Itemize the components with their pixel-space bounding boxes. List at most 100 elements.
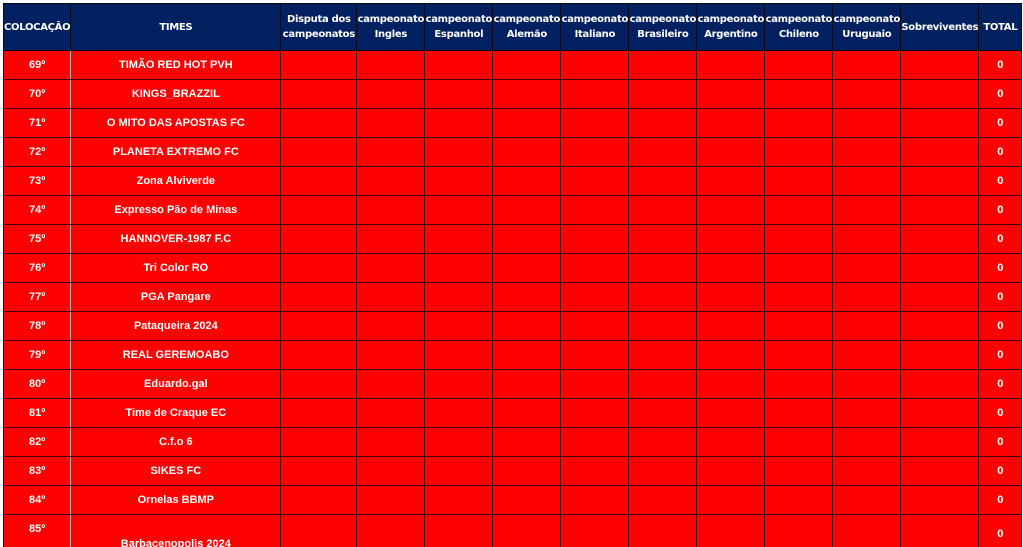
- score-cell[interactable]: [628, 137, 698, 167]
- score-cell[interactable]: [560, 50, 630, 80]
- position-cell[interactable]: 82º: [2, 427, 72, 457]
- score-cell[interactable]: [356, 456, 426, 486]
- score-cell[interactable]: [764, 137, 834, 167]
- score-cell[interactable]: [424, 282, 494, 312]
- team-cell[interactable]: HANNOVER-1987 F.C: [70, 224, 282, 254]
- total-cell[interactable]: 0: [978, 311, 1023, 341]
- score-cell[interactable]: [696, 108, 766, 138]
- score-cell[interactable]: [696, 253, 766, 283]
- score-cell[interactable]: [900, 50, 980, 80]
- position-cell[interactable]: 79º: [2, 340, 72, 370]
- score-cell[interactable]: [628, 253, 698, 283]
- score-cell[interactable]: [280, 456, 358, 486]
- score-cell[interactable]: [280, 50, 358, 80]
- score-cell[interactable]: [560, 427, 630, 457]
- score-cell[interactable]: [424, 108, 494, 138]
- score-cell[interactable]: [280, 427, 358, 457]
- score-cell[interactable]: [764, 311, 834, 341]
- score-cell[interactable]: [832, 311, 902, 341]
- column-header[interactable]: Sobreviventes: [900, 3, 980, 51]
- score-cell[interactable]: [424, 456, 494, 486]
- column-header[interactable]: TOTAL: [978, 3, 1023, 51]
- score-cell[interactable]: [560, 137, 630, 167]
- position-cell[interactable]: 70º: [2, 79, 72, 109]
- score-cell[interactable]: [628, 108, 698, 138]
- score-cell[interactable]: [280, 166, 358, 196]
- score-cell[interactable]: [696, 166, 766, 196]
- score-cell[interactable]: [356, 485, 426, 515]
- score-cell[interactable]: [900, 340, 980, 370]
- column-header[interactable]: TIMES: [70, 3, 282, 51]
- score-cell[interactable]: [356, 514, 426, 547]
- score-cell[interactable]: [832, 137, 902, 167]
- score-cell[interactable]: [280, 369, 358, 399]
- score-cell[interactable]: [280, 137, 358, 167]
- score-cell[interactable]: [424, 253, 494, 283]
- score-cell[interactable]: [492, 166, 562, 196]
- score-cell[interactable]: [900, 282, 980, 312]
- score-cell[interactable]: [280, 79, 358, 109]
- score-cell[interactable]: [356, 50, 426, 80]
- score-cell[interactable]: [280, 514, 358, 547]
- column-header[interactable]: campeonato Brasileiro: [628, 3, 698, 51]
- score-cell[interactable]: [832, 108, 902, 138]
- total-cell[interactable]: 0: [978, 224, 1023, 254]
- score-cell[interactable]: [280, 108, 358, 138]
- team-cell[interactable]: PLANETA EXTREMO FC: [70, 137, 282, 167]
- score-cell[interactable]: [424, 311, 494, 341]
- score-cell[interactable]: [492, 340, 562, 370]
- score-cell[interactable]: [424, 137, 494, 167]
- score-cell[interactable]: [492, 514, 562, 547]
- score-cell[interactable]: [764, 195, 834, 225]
- score-cell[interactable]: [560, 456, 630, 486]
- score-cell[interactable]: [424, 50, 494, 80]
- total-cell[interactable]: 0: [978, 282, 1023, 312]
- score-cell[interactable]: [696, 50, 766, 80]
- total-cell[interactable]: 0: [978, 398, 1023, 428]
- score-cell[interactable]: [764, 427, 834, 457]
- score-cell[interactable]: [424, 427, 494, 457]
- score-cell[interactable]: [424, 79, 494, 109]
- score-cell[interactable]: [356, 369, 426, 399]
- team-cell[interactable]: Tri Color RO: [70, 253, 282, 283]
- score-cell[interactable]: [356, 253, 426, 283]
- score-cell[interactable]: [492, 311, 562, 341]
- score-cell[interactable]: [560, 485, 630, 515]
- total-cell[interactable]: 0: [978, 369, 1023, 399]
- score-cell[interactable]: [832, 50, 902, 80]
- total-cell[interactable]: 0: [978, 195, 1023, 225]
- score-cell[interactable]: [628, 485, 698, 515]
- score-cell[interactable]: [696, 79, 766, 109]
- score-cell[interactable]: [492, 282, 562, 312]
- score-cell[interactable]: [696, 282, 766, 312]
- score-cell[interactable]: [560, 282, 630, 312]
- score-cell[interactable]: [900, 311, 980, 341]
- score-cell[interactable]: [764, 485, 834, 515]
- column-header[interactable]: campeonato Chileno: [764, 3, 834, 51]
- position-cell[interactable]: 78º: [2, 311, 72, 341]
- team-cell[interactable]: O MITO DAS APOSTAS FC: [70, 108, 282, 138]
- score-cell[interactable]: [832, 79, 902, 109]
- score-cell[interactable]: [560, 369, 630, 399]
- total-cell[interactable]: 0: [978, 79, 1023, 109]
- score-cell[interactable]: [492, 195, 562, 225]
- score-cell[interactable]: [764, 282, 834, 312]
- total-cell[interactable]: 0: [978, 137, 1023, 167]
- score-cell[interactable]: [628, 282, 698, 312]
- score-cell[interactable]: [900, 456, 980, 486]
- score-cell[interactable]: [560, 253, 630, 283]
- score-cell[interactable]: [832, 427, 902, 457]
- score-cell[interactable]: [696, 224, 766, 254]
- team-cell[interactable]: TIMÃO RED HOT PVH: [70, 50, 282, 80]
- score-cell[interactable]: [356, 195, 426, 225]
- score-cell[interactable]: [492, 50, 562, 80]
- team-cell[interactable]: Ornelas BBMP: [70, 485, 282, 515]
- team-cell[interactable]: Pataqueira 2024: [70, 311, 282, 341]
- score-cell[interactable]: [832, 456, 902, 486]
- position-cell[interactable]: 81º: [2, 398, 72, 428]
- column-header[interactable]: campeonato Espanhol: [424, 3, 494, 51]
- score-cell[interactable]: [628, 224, 698, 254]
- total-cell[interactable]: 0: [978, 485, 1023, 515]
- score-cell[interactable]: [424, 369, 494, 399]
- score-cell[interactable]: [900, 137, 980, 167]
